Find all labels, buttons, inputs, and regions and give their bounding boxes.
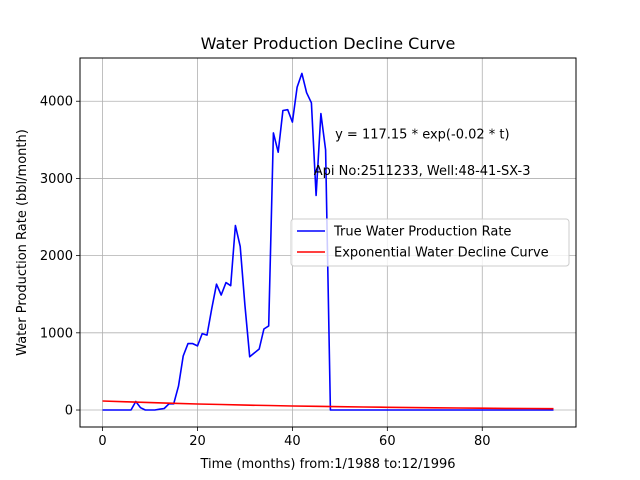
ticks: 0 20 40 60 80 0 1000 2000 3000 4000 [40,95,491,449]
x-tick-label: 60 [379,434,396,449]
y-tick-label: 0 [65,404,73,419]
y-axis-label: Water Production Rate (bbl/month) [15,129,30,356]
legend-label: True Water Production Rate [333,225,511,240]
series-line-2 [102,400,554,410]
x-tick-label: 80 [474,434,491,449]
x-axis-label: Time (months) from:1/1988 to:12/1996 [199,457,455,472]
x-tick-label: 40 [284,434,301,449]
annotation-text: Api No:2511233, Well:48-41-SX-3 [314,164,531,179]
y-tick-label: 1000 [40,326,73,341]
y-tick-label: 4000 [40,95,73,110]
y-tick-label: 2000 [40,249,73,264]
series-line-1 [102,72,554,411]
annotations: y = 117.15 * exp(-0.02 * t) Api No:251123… [314,128,531,179]
plot-frame [79,57,577,428]
chart-title: Water Production Decline Curve [201,34,456,53]
legend-box [290,218,570,267]
legend: True Water Production Rate Exponential Wa… [290,218,570,267]
legend-label: Exponential Water Decline Curve [334,246,549,261]
x-tick-label: 20 [189,434,206,449]
annotation-text: y = 117.15 * exp(-0.02 * t) [335,128,509,143]
y-tick-label: 3000 [40,172,73,187]
x-tick-label: 0 [98,434,106,449]
series-group [102,72,554,411]
